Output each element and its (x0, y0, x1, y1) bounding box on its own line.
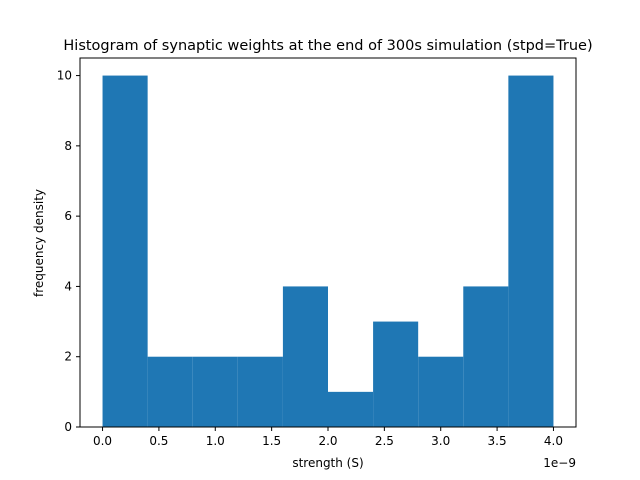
x-tick-label: 0.0 (93, 434, 112, 448)
x-tick-label: 2.0 (318, 434, 337, 448)
histogram-bar (192, 356, 238, 427)
x-tick-label: 3.0 (431, 434, 450, 448)
histogram-bar (147, 356, 193, 427)
x-ticks-group: 0.0 0.5 1.0 1.5 2.0 2.5 3.0 3.5 4.0 (93, 427, 563, 448)
chart-title: Histogram of synaptic weights at the end… (63, 38, 592, 54)
histogram-bar (102, 75, 148, 428)
bars-group (102, 75, 554, 428)
histogram-bar (328, 391, 374, 427)
x-tick-label: 3.5 (488, 434, 507, 448)
y-tick-label: 0 (64, 420, 72, 434)
x-axis-offset-label: 1e−9 (543, 456, 576, 470)
axes-frame (79, 57, 577, 428)
y-tick-label: 6 (64, 209, 72, 223)
histogram-bar (373, 321, 419, 427)
x-axis-label: strength (S) (292, 456, 363, 470)
x-tick-label: 0.5 (149, 434, 168, 448)
x-tick-label: 1.0 (206, 434, 225, 448)
y-axis-label: frequency density (32, 189, 46, 297)
y-tick-label: 10 (57, 69, 72, 83)
x-tick-label: 1.5 (262, 434, 281, 448)
y-tick-label: 4 (64, 279, 72, 293)
histogram-bar (508, 75, 554, 428)
y-ticks-group: 0 2 4 6 8 10 (57, 69, 80, 434)
x-tick-label: 4.0 (544, 434, 563, 448)
axes-spines (79, 57, 577, 428)
y-tick-label: 8 (64, 139, 72, 153)
x-tick-label: 2.5 (375, 434, 394, 448)
histogram-bar (237, 356, 283, 427)
histogram-bar (418, 356, 464, 427)
histogram-bar (463, 286, 509, 427)
histogram-bar (282, 286, 328, 427)
y-tick-label: 2 (64, 350, 72, 364)
